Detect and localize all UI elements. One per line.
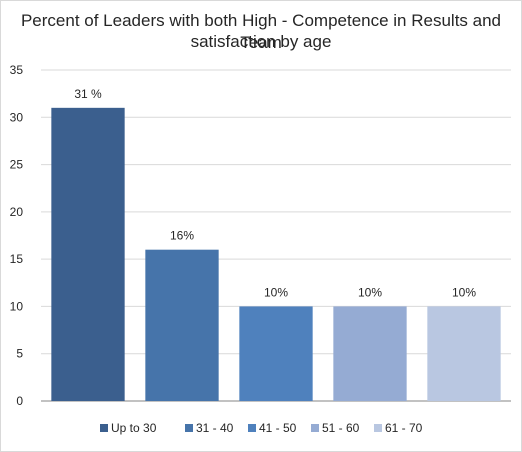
- y-tick-label: 30: [10, 110, 24, 124]
- chart-title-line-2: satisfaction by age: [190, 32, 332, 51]
- bar: [239, 306, 313, 401]
- bar: [51, 107, 125, 401]
- legend-swatch: [374, 424, 382, 432]
- legend-label: 31 - 40: [196, 421, 234, 435]
- y-tick-label: 15: [10, 252, 24, 266]
- legend-label: 61 - 70: [385, 421, 423, 435]
- chart-title-line-1: Percent of Leaders with both High - Comp…: [20, 11, 502, 52]
- data-label: 10%: [264, 285, 288, 299]
- legend-label: Up to 30: [111, 421, 157, 435]
- y-tick-label: 10: [10, 299, 24, 313]
- legend-label: 51 - 60: [322, 421, 360, 435]
- legend-swatch: [185, 424, 193, 432]
- legend-label: 41 - 50: [259, 421, 297, 435]
- legend-swatch: [100, 424, 108, 432]
- bar: [427, 306, 501, 401]
- y-tick-label: 35: [10, 63, 24, 77]
- legend-swatch: [311, 424, 319, 432]
- data-label: 10%: [452, 285, 476, 299]
- legend-swatch: [248, 424, 256, 432]
- data-label: 10%: [358, 285, 382, 299]
- y-tick-label: 20: [10, 205, 24, 219]
- data-label: 16%: [170, 229, 194, 243]
- y-tick-label: 25: [10, 158, 24, 172]
- bar: [333, 306, 407, 401]
- data-label: 31 %: [74, 87, 102, 101]
- bar: [145, 249, 219, 401]
- y-tick-label: 0: [16, 394, 23, 408]
- y-tick-label: 5: [16, 347, 23, 361]
